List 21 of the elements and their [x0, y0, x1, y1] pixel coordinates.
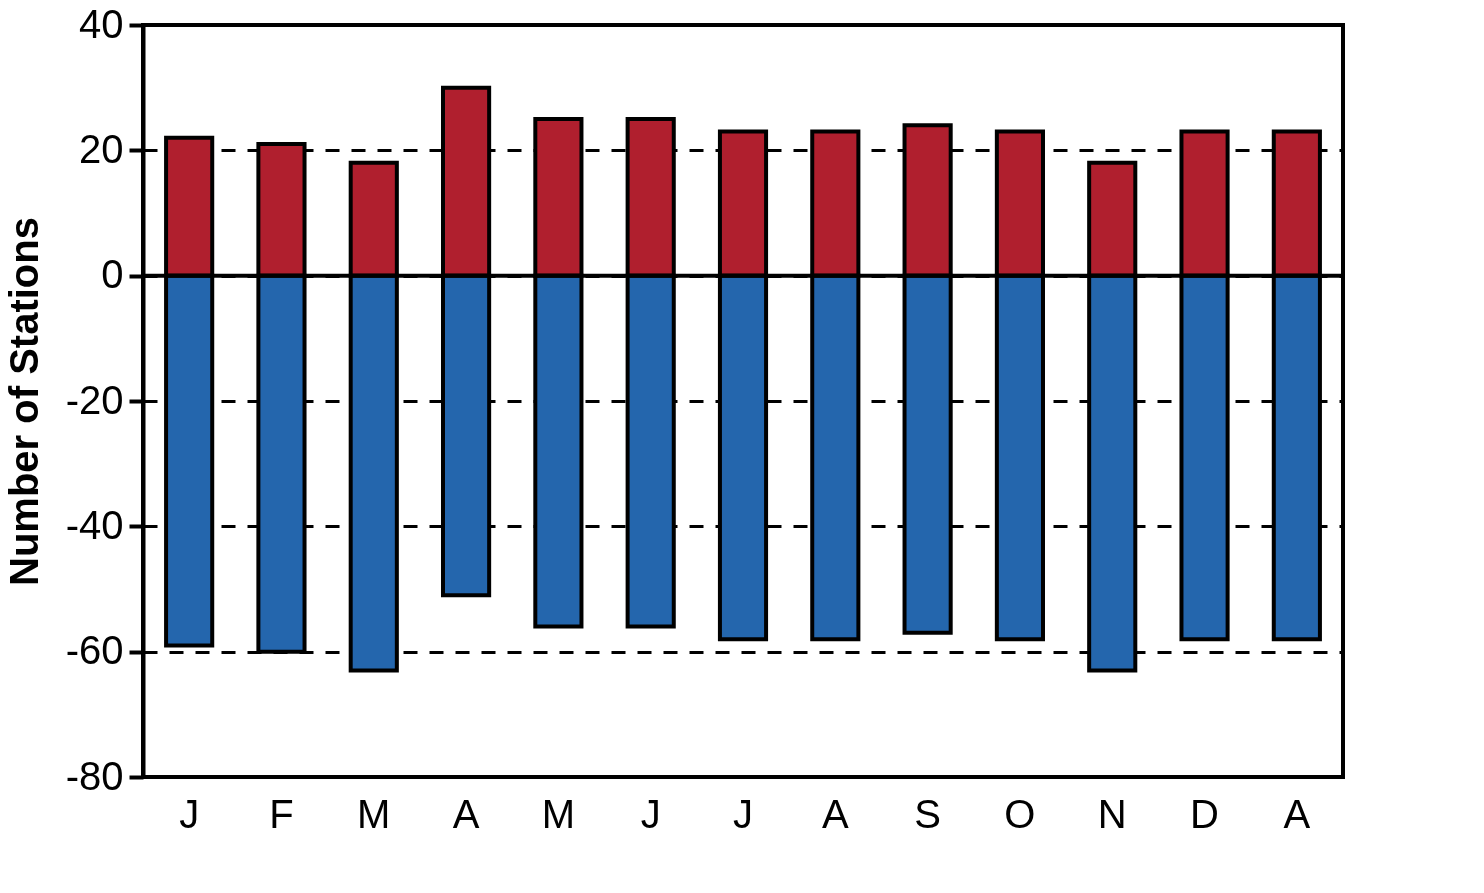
y-tick-label: -60: [65, 628, 124, 673]
x-tick-label: A: [821, 791, 849, 836]
y-tick-label: -40: [65, 502, 124, 547]
x-tick-label: A: [1283, 791, 1311, 836]
x-tick-label: J: [179, 791, 200, 836]
x-tick-label: J: [733, 791, 753, 836]
x-tick-label: M: [541, 791, 576, 836]
y-tick-label: 40: [79, 1, 124, 46]
x-tick-label: O: [1004, 791, 1036, 836]
y-tick-label: -20: [65, 377, 124, 422]
x-tick-label: D: [1190, 791, 1219, 836]
y-tick-label: -80: [65, 753, 124, 798]
x-tick-label: M: [357, 791, 391, 836]
y-axis-title: Number of Stations: [1, 217, 46, 586]
x-tick-label: F: [269, 791, 294, 836]
y-tick-label: 0: [101, 252, 124, 297]
x-tick-label: A: [452, 791, 480, 836]
x-tick-label: J: [640, 791, 661, 836]
x-tick-label: S: [914, 791, 941, 836]
y-tick-label: 20: [79, 126, 124, 171]
x-tick-label: N: [1097, 791, 1127, 836]
